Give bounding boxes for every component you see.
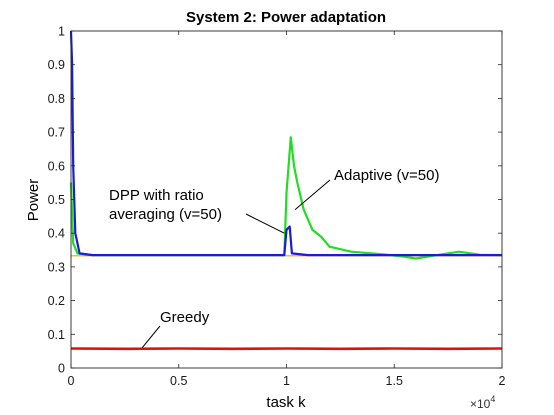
x-tick-label: 2 bbox=[499, 374, 506, 388]
annotation-text: Adaptive (v=50) bbox=[334, 167, 439, 184]
y-tick-label: 0.6 bbox=[48, 159, 65, 173]
y-tick-label: 1 bbox=[58, 25, 65, 39]
y-tick-label: 0.5 bbox=[48, 193, 65, 207]
chart-title: System 2: Power adaptation bbox=[186, 9, 386, 26]
annotation-text: averaging (v=50) bbox=[109, 206, 222, 223]
annotation-text: Greedy bbox=[160, 309, 210, 326]
series-line-2 bbox=[69, 30, 502, 257]
x-tick-label: 0 bbox=[68, 374, 75, 388]
x-axis-label: task k bbox=[266, 394, 306, 411]
annotation-pointer bbox=[294, 179, 331, 210]
y-tick-label: 0.2 bbox=[48, 294, 65, 308]
y-tick-label: 0.7 bbox=[48, 126, 65, 140]
y-tick-label: 0.1 bbox=[48, 328, 65, 342]
x-exponent-base: ×10 bbox=[470, 397, 491, 411]
y-tick-label: 0 bbox=[58, 362, 65, 376]
series-layer bbox=[69, 30, 503, 351]
x-tick-label: 1 bbox=[283, 374, 290, 388]
x-tick-label: 0.5 bbox=[170, 374, 187, 388]
y-tick-label: 0.8 bbox=[48, 92, 65, 106]
annotation-layer: Adaptive (v=50) DPP with ratio averaging (… bbox=[109, 167, 439, 349]
tick-layer: 0 0.5 1 1.5 2 0 0.1 0.2 0.3 0.4 0.5 0.6 0.7 0.8 0.9 1 bbox=[48, 25, 506, 389]
y-tick-label: 0.4 bbox=[48, 227, 65, 241]
annotation-1: DPP with ratio averaging (v=50) bbox=[109, 187, 285, 234]
annotation-0: Adaptive (v=50) bbox=[294, 167, 439, 210]
annotation-pointer bbox=[141, 325, 161, 349]
x-tick-label: 1.5 bbox=[386, 374, 403, 388]
y-axis-label: Power bbox=[25, 179, 42, 222]
annotation-text: DPP with ratio bbox=[109, 187, 204, 204]
annotation-2: Greedy bbox=[141, 309, 210, 349]
y-tick-label: 0.9 bbox=[48, 58, 65, 72]
y-tick-label: 0.3 bbox=[48, 260, 65, 274]
x-exponent-power: 4 bbox=[490, 394, 495, 404]
x-axis-exponent: ×104 bbox=[470, 394, 495, 411]
annotation-pointer bbox=[245, 213, 285, 234]
